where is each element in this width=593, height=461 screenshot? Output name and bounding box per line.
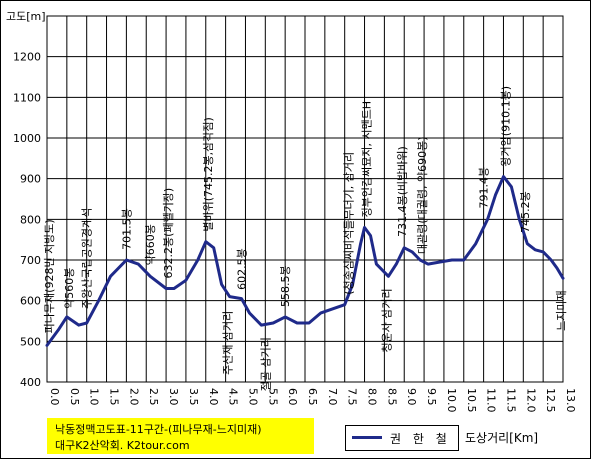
peak-annotation: 절골 삼거리 bbox=[259, 337, 272, 391]
x-tick-label: 2.0 bbox=[127, 388, 140, 406]
x-tick-label: 4.5 bbox=[227, 388, 240, 406]
x-tick-label: 12.5 bbox=[544, 388, 557, 413]
legend: 권 한 철 bbox=[345, 425, 459, 451]
x-tick-label: 10.5 bbox=[465, 388, 478, 413]
x-tick-label: 6.5 bbox=[306, 388, 319, 406]
peak-annotation: 피나무재(928번 지방도) bbox=[43, 219, 56, 333]
series-lines bbox=[45, 175, 565, 347]
x-tick-label: 13.0 bbox=[564, 388, 577, 413]
x-tick-label: 5.5 bbox=[266, 388, 279, 406]
peak-annotation: 791.4봉 bbox=[478, 167, 491, 209]
x-tick-label: 2.5 bbox=[147, 388, 160, 406]
peak-annotation: 약660봉 bbox=[143, 224, 157, 265]
peak-annotation: (청송심씨비석들무더기, 삼거리 bbox=[343, 152, 356, 295]
y-tick-label: 1100 bbox=[13, 91, 41, 104]
y-tick-labels: 400 500 600 700 800 900 1000 1100 1200 bbox=[13, 51, 41, 389]
chart-title-box: 낙동정맥고도표-11구간-(피나무재-느지미재) 대구K2산악회. K2tour… bbox=[47, 418, 314, 454]
x-tick-label: 0.0 bbox=[48, 388, 61, 406]
y-tick-label: 900 bbox=[20, 173, 41, 186]
y-tick-label: 700 bbox=[20, 254, 41, 267]
chart-title: 낙동정맥고도표-11구간-(피나무재-느지미재) bbox=[55, 423, 262, 436]
y-tick-label: 600 bbox=[20, 295, 41, 308]
x-tick-labels: 0.0 0.5 1.0 1.5 2.0 2.5 3.0 3.5 4.0 4.5 5.0 5.5 6.0 6… bbox=[48, 388, 577, 413]
peak-annotation: 별바위(745.2봉,삼각점) bbox=[202, 117, 215, 231]
grid bbox=[46, 15, 564, 383]
peak-annotation: 558.5봉 bbox=[279, 265, 292, 307]
x-tick-label: 3.0 bbox=[167, 388, 180, 406]
peak-annotation: 느지미재 bbox=[555, 290, 568, 330]
x-tick-label: 8.5 bbox=[385, 388, 398, 406]
peak-annotation: 정부인김씨묘지, 시멘트H bbox=[361, 101, 374, 217]
x-tick-label: 9.5 bbox=[425, 388, 438, 406]
x-tick-label: 11.5 bbox=[504, 388, 517, 413]
peak-annotation: 약560봉 bbox=[62, 268, 76, 309]
x-tick-label: 0.5 bbox=[68, 388, 81, 406]
series-line bbox=[45, 175, 565, 347]
x-tick-label: 8.0 bbox=[366, 388, 379, 406]
x-tick-label: 11.0 bbox=[485, 388, 498, 412]
y-tick-label: 1000 bbox=[13, 132, 41, 145]
y-tick-label: 1200 bbox=[13, 51, 41, 64]
x-tick-label: 1.5 bbox=[108, 388, 121, 406]
x-tick-label: 3.5 bbox=[187, 388, 200, 406]
peak-annotation: 701.5봉 bbox=[120, 208, 133, 250]
peak-annotation: 왕거암(910.1봉) bbox=[499, 86, 512, 167]
peak-annotation: 주산재 삼거리 bbox=[222, 311, 235, 375]
peak-annotation: 745.2봉 bbox=[519, 191, 532, 233]
x-axis-label: 도상거리[Km] bbox=[465, 431, 539, 445]
x-tick-label: 7.0 bbox=[326, 388, 339, 406]
legend-swatch bbox=[352, 436, 382, 439]
y-axis-label: 고도[m] bbox=[6, 10, 46, 23]
x-tick-label: 9.0 bbox=[405, 388, 418, 406]
peak-annotation: 602.5봉 bbox=[235, 248, 248, 290]
peak-annotation: 731.4봉(비밥바위) bbox=[396, 146, 409, 237]
x-tick-label: 12.0 bbox=[524, 388, 537, 413]
x-tick-label: 7.5 bbox=[346, 388, 359, 406]
legend-label: 권 한 철 bbox=[390, 432, 451, 446]
y-tick-label: 400 bbox=[20, 376, 41, 389]
x-tick-label: 5.0 bbox=[246, 388, 259, 406]
peak-annotation: 주왕산국립공원경계석 bbox=[81, 208, 94, 309]
x-tick-label: 1.0 bbox=[88, 388, 101, 406]
y-tick-label: 500 bbox=[20, 335, 41, 348]
y-tick-label: 800 bbox=[20, 213, 41, 226]
peak-annotation: 대관령(대궐령, 약690봉) bbox=[415, 136, 429, 254]
peak-annotation: 632.2봉(폐헬기장) bbox=[162, 188, 175, 279]
x-tick-label: 6.0 bbox=[286, 388, 299, 406]
peak-annotation: 청운사 삼거리 bbox=[380, 288, 393, 352]
x-tick-label: 4.0 bbox=[207, 388, 220, 406]
x-tick-label: 10.0 bbox=[445, 388, 458, 413]
chart-subtitle: 대구K2산악회. K2tour.com bbox=[55, 439, 190, 452]
peak-annotations: 피나무재(928번 지방도) 약560봉 주왕산국립공원경계석 701.5봉 약660봉… bbox=[43, 86, 568, 391]
